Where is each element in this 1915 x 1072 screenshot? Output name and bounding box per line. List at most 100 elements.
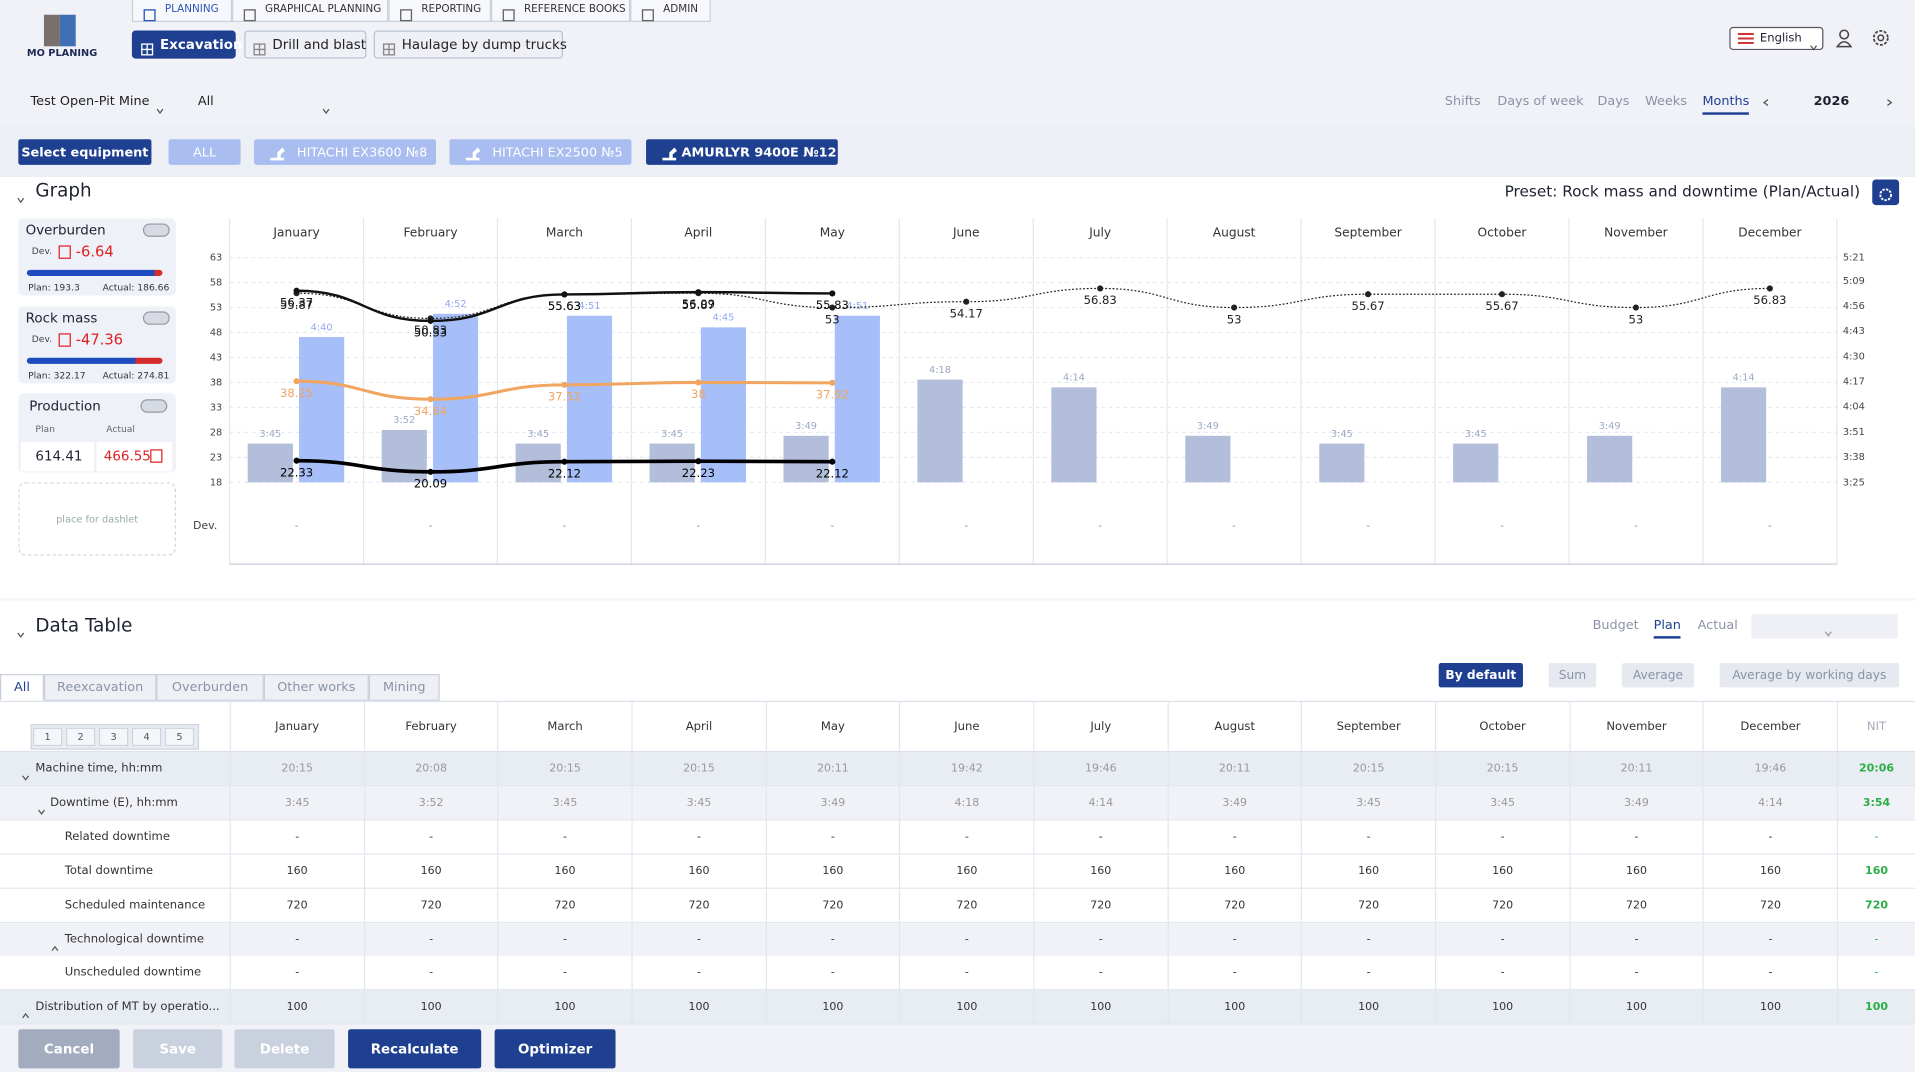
mode-tab[interactable]: Actual — [1697, 617, 1738, 633]
aggregation-button[interactable]: By default — [1438, 663, 1523, 688]
table-cell: 3:45 — [631, 786, 765, 821]
level-button[interactable]: 2 — [65, 727, 96, 747]
mode-tab[interactable]: Plan — [1653, 618, 1681, 639]
table-cell: 19:46 — [1702, 752, 1837, 787]
select-equipment[interactable]: Select equipment — [18, 139, 152, 165]
table-row — [0, 990, 1915, 1025]
row-label: Downtime (E), hh:mm — [50, 795, 178, 810]
period-tab[interactable]: Months — [1702, 94, 1750, 115]
dev-value: -47.36 — [75, 330, 123, 348]
table-row — [0, 752, 1915, 787]
plan-total: Plan: 193.3 — [28, 282, 80, 294]
mine-filter[interactable]: Test Open-Pit Mine — [30, 94, 150, 109]
level-button[interactable]: 1 — [32, 727, 63, 747]
table-cell: 20:15 — [229, 752, 364, 787]
level-button[interactable]: 4 — [131, 727, 162, 747]
table-cell: 20:15 — [497, 752, 631, 787]
table-tab[interactable]: Mining — [368, 673, 440, 701]
table-cell: - — [363, 820, 498, 855]
period-tab[interactable]: Weeks — [1645, 94, 1687, 109]
aggregation-button[interactable]: Average — [1621, 663, 1694, 688]
preset-settings-glyph — [1879, 188, 1893, 202]
logo-text: MO PLANING — [26, 47, 98, 59]
table-cell: - — [765, 956, 899, 991]
nav-tab[interactable]: REFERENCE BOOKS — [490, 0, 631, 22]
row-label: Scheduled maintenance — [64, 898, 206, 912]
table-row — [0, 854, 1915, 889]
table-cell: 100 — [1033, 990, 1167, 1025]
action-button[interactable]: Cancel — [18, 1029, 120, 1069]
table-cell: 20:11 — [1568, 752, 1703, 787]
dashlet-title: Production — [29, 398, 101, 414]
chevron-glyph — [1887, 99, 1893, 107]
nav-tab-label: REPORTING — [421, 3, 482, 16]
excavator-icon-glyph — [465, 147, 481, 161]
settings-icon-glyph — [1872, 29, 1889, 46]
row-label: Unscheduled downtime — [64, 966, 202, 980]
aggregation-button[interactable]: Average by working days — [1719, 663, 1900, 688]
chevron — [21, 764, 31, 781]
period-tab[interactable]: Days — [1597, 94, 1630, 109]
table-cell: 720 — [1836, 888, 1915, 923]
language-select[interactable]: English — [1729, 26, 1824, 51]
module-button[interactable]: Excavation — [131, 30, 243, 59]
mode-tab[interactable]: Budget — [1592, 617, 1639, 633]
action-button[interactable]: Recalculate — [348, 1029, 482, 1069]
action-button[interactable]: Delete — [234, 1029, 335, 1069]
table-tab[interactable]: All — [0, 673, 44, 701]
table-cell: 4:18 — [899, 786, 1033, 821]
module-button[interactable]: Haulage by dump trucks — [373, 30, 567, 59]
equipment-button[interactable]: HITACHI EX3600 №8 — [254, 139, 437, 165]
graph-title: Graph — [35, 179, 92, 202]
period-tab[interactable]: Shifts — [1444, 94, 1481, 109]
table-cell: 720 — [1301, 888, 1435, 923]
equipment-button[interactable]: ALL — [168, 139, 241, 165]
table-cell: 720 — [899, 888, 1033, 923]
table-cell: 160 — [1702, 854, 1837, 889]
table-cell: - — [899, 820, 1033, 855]
nav-tab[interactable]: GRAPHICAL PLANNING — [232, 0, 389, 22]
mode-select[interactable] — [1751, 614, 1898, 639]
action-button[interactable]: Optimizer — [494, 1029, 616, 1069]
table-cell: 100 — [631, 990, 765, 1025]
level-button[interactable]: 5 — [164, 727, 195, 747]
action-button[interactable]: Save — [133, 1029, 223, 1069]
chevron — [1876, 98, 1893, 108]
table-cell: 160 — [1301, 854, 1435, 889]
column-header: January — [229, 702, 364, 751]
toggle — [142, 311, 170, 325]
table-tab[interactable]: Other works — [263, 673, 369, 701]
table-tab[interactable]: Reexcavation — [43, 673, 157, 701]
table-cell: 3:45 — [229, 786, 364, 821]
column-header: November — [1568, 702, 1703, 751]
table-cell: 160 — [1167, 854, 1301, 889]
user-icon-glyph — [1835, 29, 1853, 48]
column-header: August — [1167, 702, 1301, 751]
placeholder: place for dashlet — [18, 482, 176, 556]
equipment-button[interactable]: AMURLYR 9400E №12 — [646, 139, 838, 165]
table-tab[interactable]: Overburden — [156, 673, 264, 701]
level-button[interactable]: 3 — [98, 727, 129, 747]
chevron — [16, 621, 26, 638]
column-header: March — [497, 702, 631, 751]
logo-mark-glyph — [43, 14, 76, 47]
dev-label: Dev. — [31, 333, 53, 345]
period-tab[interactable]: Days of week — [1497, 94, 1584, 109]
table-cell: - — [1836, 820, 1915, 855]
table-cell: 100 — [899, 990, 1033, 1025]
nav-tab[interactable]: REPORTING — [388, 0, 491, 22]
table-cell: - — [631, 820, 765, 855]
actual-total: Actual: 274.81 — [102, 369, 170, 381]
all-filter[interactable]: All — [197, 94, 214, 109]
table-cell: - — [1702, 922, 1837, 957]
table-cell: - — [1568, 820, 1703, 855]
nav-tab[interactable]: PLANNING — [131, 0, 233, 22]
grid-icon — [253, 38, 266, 56]
table-title: Data Table — [35, 614, 133, 637]
chevron-glyph — [51, 945, 59, 951]
grid-icon — [140, 38, 154, 56]
chevron — [1809, 34, 1819, 51]
nav-tab[interactable]: ADMIN — [630, 0, 711, 22]
aggregation-button[interactable]: Sum — [1548, 663, 1597, 688]
equipment-button[interactable]: HITACHI EX2500 №5 — [449, 139, 632, 165]
